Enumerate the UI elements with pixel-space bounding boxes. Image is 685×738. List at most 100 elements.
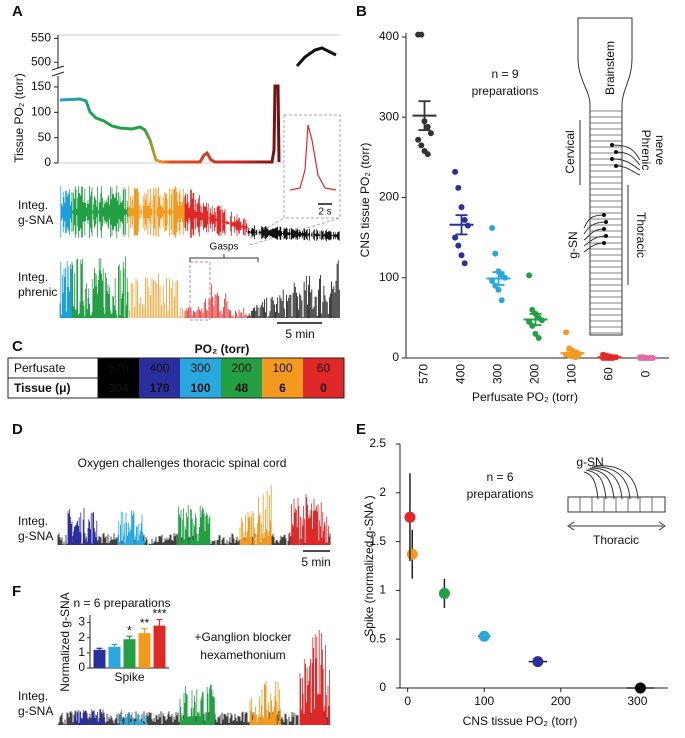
inset-trace xyxy=(289,124,337,191)
inset-box xyxy=(283,114,341,219)
table-value: 570 xyxy=(108,361,128,375)
gasps-bracket xyxy=(189,254,259,262)
trace xyxy=(127,273,185,318)
schematic-label: Thoracic xyxy=(634,212,648,258)
schematic-b xyxy=(577,17,641,336)
table-cell xyxy=(303,378,344,398)
data-point xyxy=(489,224,496,231)
schematic-label: g-SN xyxy=(566,231,580,258)
x-tick-label: 400 xyxy=(454,364,468,384)
y-tick-label: 100 xyxy=(31,105,51,119)
table-cell xyxy=(98,378,139,398)
y-label: CNS tissue PO₂ (torr) xyxy=(358,143,372,258)
y-tick-label: 500 xyxy=(31,54,51,68)
x-tick-label: 100 xyxy=(474,694,494,708)
trace xyxy=(71,185,129,239)
annotation: preparations xyxy=(467,487,534,501)
y-tick-label: 200 xyxy=(379,190,399,204)
data-point xyxy=(461,216,468,223)
data-point xyxy=(535,334,542,341)
y-tick-label: 400 xyxy=(379,29,399,43)
schematic-label: nerve xyxy=(653,135,667,165)
y-tick-label: 150 xyxy=(31,79,51,93)
y-tick-label: 300 xyxy=(379,109,399,123)
y-tick-label: 0 xyxy=(78,660,85,674)
y-tick-label: 2 xyxy=(379,485,386,499)
table-border xyxy=(7,357,345,399)
nerve-roots xyxy=(583,214,607,253)
data-point xyxy=(406,548,418,560)
table-cell xyxy=(139,378,180,398)
data-point xyxy=(526,272,533,279)
table-cell xyxy=(139,358,180,378)
dot xyxy=(610,157,614,161)
dot xyxy=(604,220,608,224)
table-cell xyxy=(180,358,221,378)
table-value: 0 xyxy=(320,381,327,395)
data-point xyxy=(427,130,434,137)
schematic-label: Cervical xyxy=(563,130,577,173)
row-label: Perfusate xyxy=(14,361,66,375)
annotation: hexamethonium xyxy=(200,648,285,662)
table-cell xyxy=(262,378,303,398)
y-tick-label: 1 xyxy=(78,645,85,659)
table-value: 300 xyxy=(190,361,210,375)
trace xyxy=(299,630,330,725)
y-tick-label: 3 xyxy=(78,615,85,629)
table-cell xyxy=(262,358,303,378)
x-tick-label: 200 xyxy=(551,694,571,708)
y-label: Normalized g-SNA xyxy=(58,592,72,691)
table-cell xyxy=(180,378,221,398)
trace xyxy=(247,260,340,318)
panel-label: A xyxy=(12,3,23,20)
data-point xyxy=(452,234,459,241)
data-point xyxy=(532,656,544,668)
data-point xyxy=(532,330,539,337)
table-cell xyxy=(98,358,139,378)
trace xyxy=(60,186,73,238)
data-point xyxy=(418,31,425,38)
inset-title: n = 6 preparations xyxy=(73,596,170,610)
significance: ** xyxy=(140,616,150,630)
data-point xyxy=(495,286,502,293)
table-value: 48 xyxy=(235,381,249,395)
table-value: 304 xyxy=(108,381,128,395)
panel-label: E xyxy=(356,421,366,438)
po2-trace xyxy=(295,46,337,67)
y-tick-label: 2.5 xyxy=(369,436,386,450)
bar xyxy=(123,639,136,668)
data-point xyxy=(415,136,422,143)
trace xyxy=(67,507,98,545)
neuron-dots xyxy=(602,143,618,245)
trace xyxy=(74,709,105,725)
x-tick-label: 300 xyxy=(491,364,505,384)
data-point xyxy=(438,587,450,599)
data-point xyxy=(529,306,536,313)
nerve-roots xyxy=(583,465,639,500)
dot xyxy=(602,227,606,231)
panel-label: F xyxy=(12,583,21,600)
trace xyxy=(249,680,282,725)
y-label: Spike (normalized g-SNA ) xyxy=(362,495,376,636)
dot xyxy=(614,150,618,154)
dot xyxy=(610,143,614,147)
y-tick-label: 0.5 xyxy=(369,631,386,645)
data-point xyxy=(563,329,570,336)
data-point xyxy=(634,682,646,694)
table-value: 60 xyxy=(317,361,331,375)
x-tick-label: 0 xyxy=(639,370,653,377)
dot xyxy=(602,241,606,245)
data-point xyxy=(458,252,465,259)
trace xyxy=(117,510,145,545)
trace-label: g-SNA xyxy=(18,213,53,227)
x-label: CNS tissue PO₂ (torr) xyxy=(463,714,578,728)
table-cell xyxy=(303,358,344,378)
scale-label: 5 min xyxy=(285,327,314,341)
panel-label: D xyxy=(12,421,23,438)
trace-label: Integ. xyxy=(18,270,48,284)
data-point xyxy=(478,630,490,642)
data-point xyxy=(455,242,462,249)
po2-trace xyxy=(59,84,281,164)
